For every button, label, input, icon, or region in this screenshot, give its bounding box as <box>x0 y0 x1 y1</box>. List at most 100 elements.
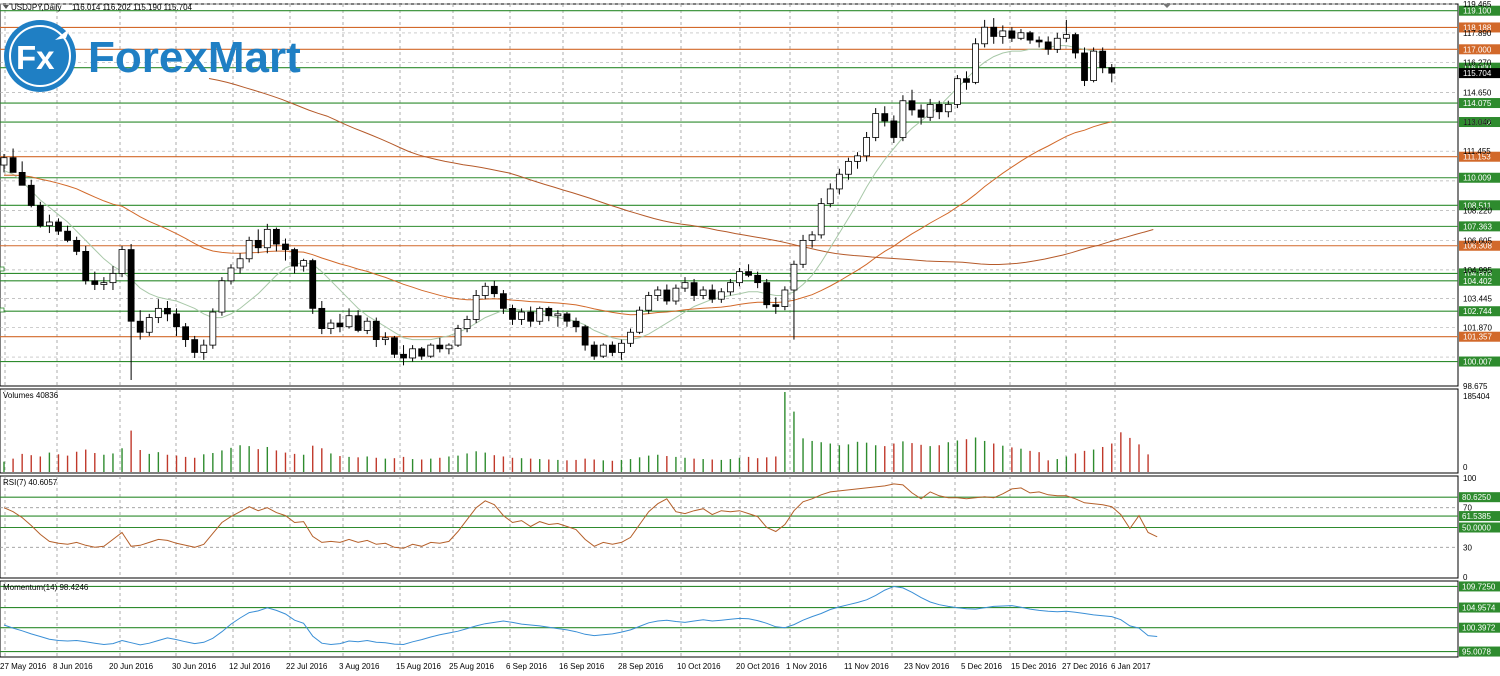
date-tick-label: 1 Nov 2016 <box>786 662 827 671</box>
candle <box>182 323 190 347</box>
candle <box>136 310 144 340</box>
candle-body <box>218 280 226 313</box>
candle-body <box>699 289 707 296</box>
candle <box>690 278 698 302</box>
rsi-level-tag-label: 50.0000 <box>1462 524 1491 533</box>
price-level-tag-label: 108.511 <box>1463 201 1492 210</box>
candle-body <box>663 289 671 302</box>
date-tick-label: 15 Dec 2016 <box>1011 662 1057 671</box>
candle <box>954 75 961 109</box>
date-tick-label: 15 Aug 2016 <box>396 662 441 671</box>
candlestick-series <box>0 18 1116 381</box>
candle <box>463 315 471 333</box>
ohlc-readout: 116.014 116.202 115.190 115.704 <box>72 3 193 12</box>
candle <box>118 245 126 278</box>
candle-body <box>182 326 190 341</box>
candle-body <box>790 263 798 291</box>
candle <box>881 106 889 127</box>
candle-body <box>173 313 180 328</box>
candle-body <box>336 322 344 328</box>
candle <box>599 343 607 358</box>
rsi-panel-title: RSI(7) 40.6057 <box>3 478 58 487</box>
date-tick-label: 8 Jun 2016 <box>53 662 93 671</box>
candle <box>808 231 816 248</box>
candle <box>736 267 743 287</box>
price-level-tag-box <box>1459 331 1500 342</box>
price-level-tag-box <box>1459 221 1500 232</box>
candle <box>509 304 516 325</box>
candle <box>772 297 780 314</box>
candle <box>300 258 308 272</box>
candle-body <box>618 342 625 353</box>
candle <box>400 345 407 366</box>
forexmart-logo: Fx ForexMart <box>4 20 301 92</box>
candle-body <box>926 104 934 118</box>
candle <box>1108 63 1116 83</box>
candle <box>245 236 253 263</box>
moving-averages <box>3 45 1154 341</box>
candle-body <box>200 344 208 353</box>
price-level-tag-label: 104.402 <box>1463 277 1492 286</box>
rsi-tick-label: 100 <box>1463 474 1477 483</box>
chart-shift-triangle-icon[interactable] <box>1163 4 1171 8</box>
price-level-tag-box <box>1459 275 1500 286</box>
candle-body <box>772 304 780 307</box>
chart-menu-triangle-icon[interactable] <box>3 5 9 9</box>
candle-body <box>963 78 970 83</box>
candle <box>336 313 344 333</box>
price-level-tag: 107.363 <box>1459 221 1500 232</box>
candle <box>1053 32 1061 53</box>
candle <box>754 271 762 289</box>
candle-body <box>518 311 525 320</box>
candle <box>999 25 1007 44</box>
candle-body <box>0 157 8 166</box>
candle <box>663 284 671 305</box>
candle <box>46 214 53 234</box>
candle <box>109 266 117 290</box>
momentum-level-tag-box <box>1459 602 1500 613</box>
candle <box>781 286 789 311</box>
candle-body <box>1081 52 1088 81</box>
momentum-level-tag-label: 95.0078 <box>1462 648 1491 657</box>
candle <box>73 236 81 256</box>
candle <box>27 179 35 208</box>
rsi-tick-label: 0 <box>1463 573 1468 582</box>
left-edge-marker <box>0 307 5 313</box>
candle-body <box>327 322 335 329</box>
candle-body <box>418 348 426 357</box>
candle <box>291 247 298 274</box>
price-level-tag: 114.075 <box>1459 98 1500 109</box>
candle-body <box>935 104 943 113</box>
candle <box>727 278 734 296</box>
candle <box>1062 19 1070 42</box>
candle-body <box>990 26 998 37</box>
price-level-tag-box <box>1459 98 1500 109</box>
candle <box>554 310 562 327</box>
candle-body <box>981 26 989 45</box>
candle <box>981 19 989 48</box>
candle <box>681 277 689 292</box>
candle <box>272 227 280 252</box>
date-tick-label: 30 Jun 2016 <box>172 662 217 671</box>
candle <box>654 286 662 302</box>
candle-body <box>863 137 870 157</box>
candle <box>409 345 417 362</box>
candle-body <box>55 221 62 232</box>
candle-body <box>18 171 26 186</box>
candle-body <box>145 317 153 333</box>
price-tick-label: 103.445 <box>1463 294 1492 303</box>
candle <box>817 198 825 239</box>
volume-tick-label: 0 <box>1463 463 1468 472</box>
date-tick-label: 3 Aug 2016 <box>339 662 380 671</box>
candle <box>835 168 843 195</box>
candle <box>944 100 952 118</box>
candle-body <box>9 157 17 173</box>
candle-body <box>636 309 643 333</box>
volume-series <box>3 392 1149 472</box>
date-tick-label: 25 Aug 2016 <box>449 662 494 671</box>
candle <box>427 343 435 358</box>
candle-body <box>272 228 280 245</box>
price-level-tag-label: 117.000 <box>1463 45 1492 54</box>
candle <box>917 104 925 125</box>
candle-body <box>254 239 262 249</box>
